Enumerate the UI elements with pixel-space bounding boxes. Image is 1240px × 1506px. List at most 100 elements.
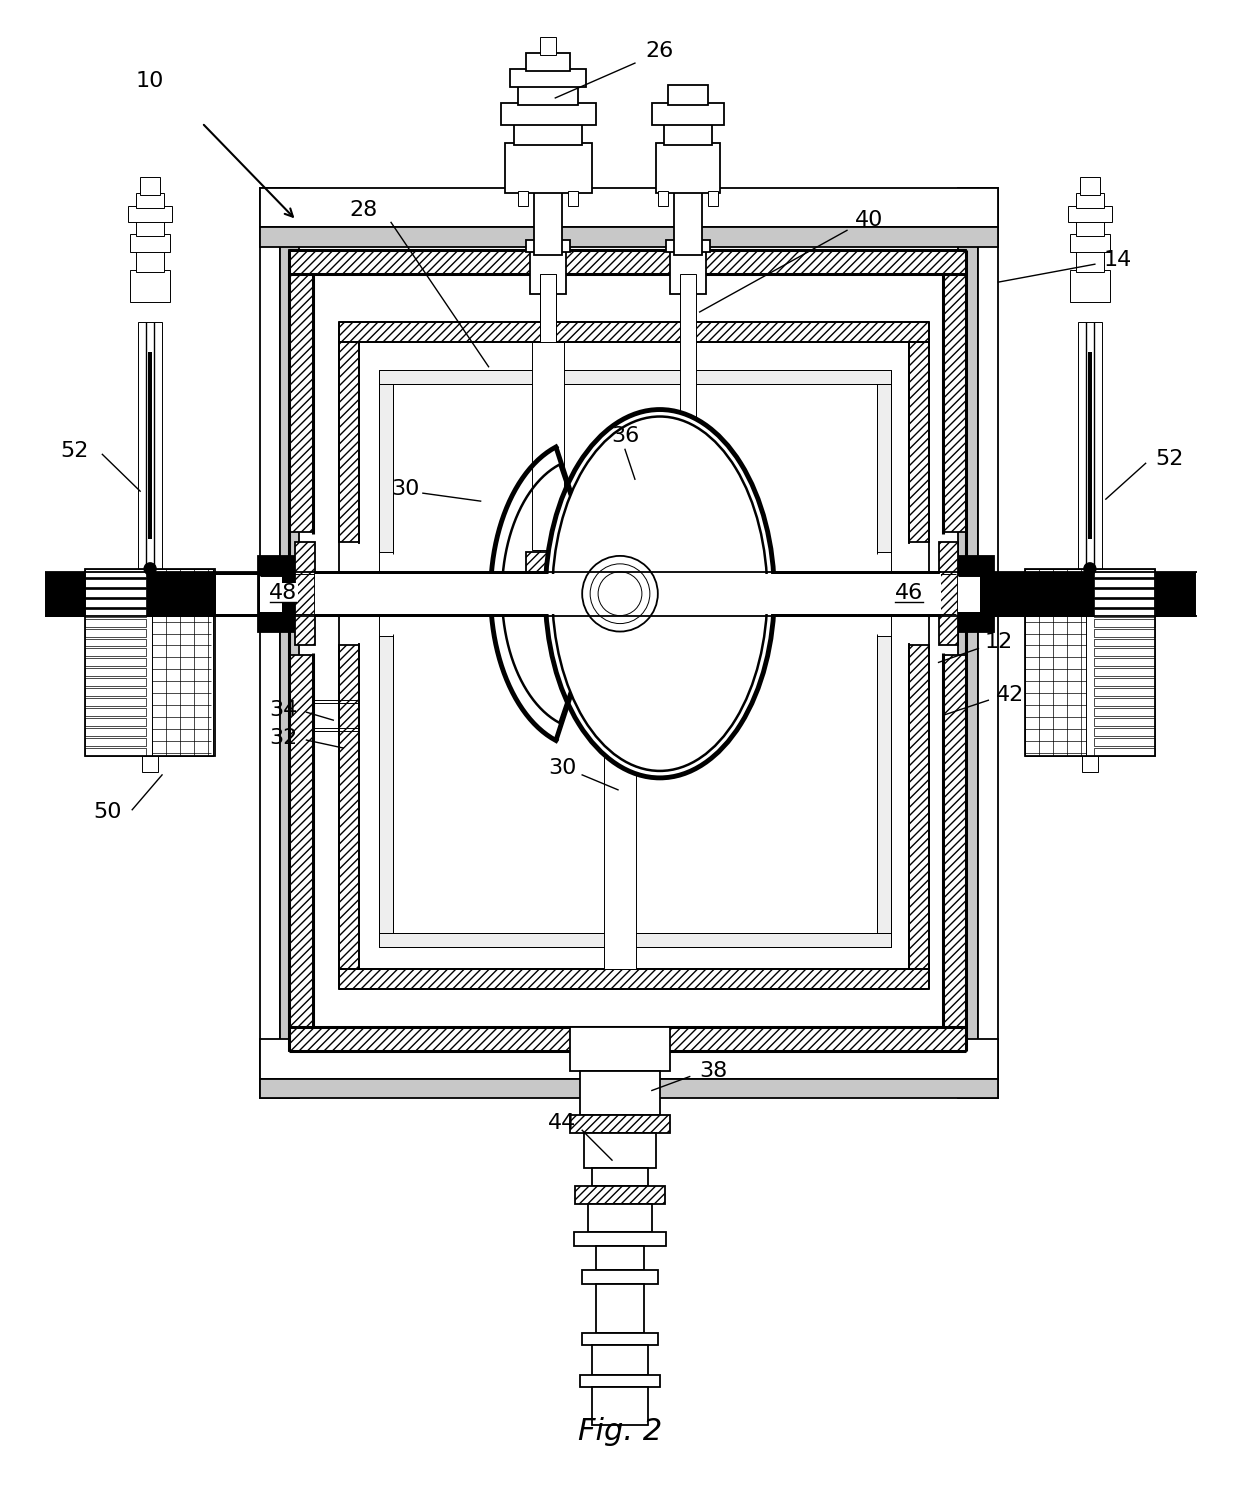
- Bar: [570, 1116, 670, 1134]
- Bar: [518, 84, 578, 105]
- Bar: [534, 551, 562, 562]
- Bar: [86, 727, 146, 736]
- Text: 44: 44: [548, 1113, 577, 1134]
- Bar: [153, 569, 213, 756]
- Bar: [259, 188, 279, 1098]
- Text: 32: 32: [269, 727, 298, 748]
- Bar: [1078, 322, 1102, 569]
- Bar: [148, 352, 153, 539]
- Bar: [86, 748, 146, 756]
- Bar: [1094, 708, 1154, 717]
- Bar: [1076, 250, 1104, 273]
- Bar: [541, 38, 557, 56]
- Bar: [1094, 619, 1154, 626]
- Bar: [1094, 727, 1154, 736]
- Bar: [86, 569, 146, 577]
- Bar: [1025, 569, 1154, 756]
- Bar: [663, 123, 712, 145]
- Bar: [604, 637, 636, 968]
- Bar: [136, 250, 164, 273]
- Text: 10: 10: [136, 71, 165, 90]
- Ellipse shape: [144, 563, 156, 575]
- Bar: [289, 274, 314, 532]
- Bar: [86, 699, 146, 706]
- Bar: [527, 241, 570, 252]
- Bar: [596, 1245, 644, 1270]
- Bar: [909, 342, 929, 542]
- Bar: [501, 102, 596, 125]
- Bar: [259, 1039, 998, 1078]
- Bar: [86, 718, 146, 726]
- Bar: [541, 274, 557, 560]
- Text: 46: 46: [894, 583, 923, 602]
- Bar: [670, 250, 706, 294]
- Bar: [1094, 699, 1154, 706]
- Bar: [505, 143, 593, 193]
- Bar: [86, 688, 146, 696]
- Bar: [1025, 569, 1086, 756]
- Bar: [258, 556, 295, 631]
- Bar: [959, 575, 981, 611]
- Text: 30: 30: [391, 479, 419, 498]
- Bar: [259, 227, 998, 247]
- Bar: [588, 1203, 652, 1232]
- Text: 52: 52: [1156, 449, 1184, 470]
- Bar: [86, 669, 146, 676]
- Bar: [942, 655, 966, 1027]
- Bar: [1068, 206, 1112, 223]
- Bar: [570, 1027, 670, 1071]
- Bar: [86, 658, 146, 666]
- Bar: [86, 599, 146, 607]
- Bar: [340, 646, 360, 968]
- Bar: [259, 188, 998, 227]
- Bar: [673, 188, 702, 255]
- Bar: [1094, 628, 1154, 637]
- Bar: [289, 655, 314, 1027]
- Bar: [1087, 352, 1092, 539]
- Bar: [658, 191, 668, 206]
- Bar: [593, 1169, 647, 1187]
- Bar: [86, 708, 146, 717]
- Bar: [279, 188, 299, 1098]
- Bar: [130, 270, 170, 303]
- Bar: [518, 191, 528, 206]
- Text: 34: 34: [269, 700, 298, 720]
- Bar: [379, 384, 393, 551]
- Bar: [1094, 669, 1154, 676]
- Ellipse shape: [598, 572, 642, 616]
- Bar: [86, 619, 146, 626]
- Bar: [289, 1027, 966, 1051]
- Text: 30: 30: [548, 758, 577, 779]
- Bar: [259, 1078, 998, 1098]
- Bar: [673, 551, 702, 562]
- Bar: [301, 578, 959, 610]
- Bar: [877, 384, 890, 551]
- Bar: [1094, 608, 1154, 616]
- Bar: [1094, 569, 1154, 577]
- Bar: [1094, 639, 1154, 646]
- Bar: [596, 1283, 644, 1333]
- Bar: [315, 574, 941, 613]
- Bar: [939, 542, 959, 646]
- Bar: [1094, 658, 1154, 666]
- Bar: [86, 608, 146, 616]
- Bar: [909, 646, 929, 968]
- Bar: [680, 274, 696, 560]
- Bar: [86, 628, 146, 637]
- Bar: [574, 1232, 666, 1245]
- Bar: [340, 322, 929, 342]
- Bar: [379, 636, 393, 934]
- Bar: [295, 542, 315, 646]
- Ellipse shape: [1084, 563, 1096, 575]
- Bar: [86, 589, 146, 596]
- Bar: [656, 143, 719, 193]
- Bar: [652, 102, 723, 125]
- Bar: [86, 639, 146, 646]
- Bar: [143, 756, 157, 773]
- Bar: [956, 556, 994, 631]
- Bar: [532, 342, 564, 550]
- Bar: [86, 738, 146, 745]
- Bar: [45, 572, 1195, 616]
- Text: 42: 42: [996, 685, 1024, 705]
- Bar: [86, 678, 146, 687]
